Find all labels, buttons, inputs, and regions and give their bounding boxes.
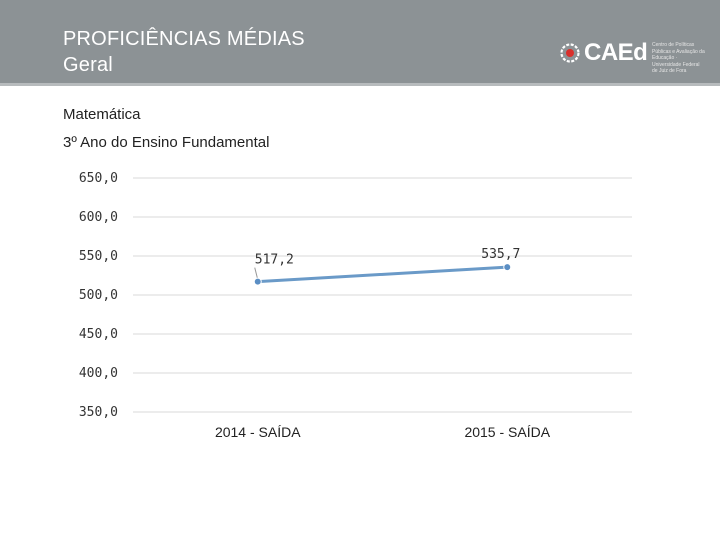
series-line xyxy=(256,265,509,284)
y-tick-label: 650,0 xyxy=(79,171,118,186)
data-label: 535,7 xyxy=(481,247,520,262)
y-tick-label: 500,0 xyxy=(79,288,118,303)
x-tick-label: 2014 - SAÍDA xyxy=(215,424,301,440)
y-tick-label: 550,0 xyxy=(79,249,118,264)
grade-label: 3º Ano do Ensino Fundamental xyxy=(63,134,270,151)
header-bar: PROFICIÊNCIAS MÉDIAS Geral CAEd Centro d… xyxy=(0,0,720,86)
logo-subtext: Centro de Políticas Públicas e Avaliação… xyxy=(652,42,705,74)
y-tick-label: 450,0 xyxy=(79,327,118,342)
line-chart: 650,0 600,0 550,0 500,0 450,0 400,0 350,0 2014 … xyxy=(79,171,632,440)
caed-logo-icon xyxy=(560,43,580,63)
data-point xyxy=(253,277,262,286)
page-title-line2: Geral xyxy=(63,54,113,76)
subject-label: Matemática xyxy=(63,106,141,123)
y-tick-label: 350,0 xyxy=(79,405,118,420)
data-label-leader xyxy=(254,267,259,280)
data-label: 517,2 xyxy=(255,253,294,268)
y-tick-label: 600,0 xyxy=(79,210,118,225)
data-point xyxy=(503,263,512,272)
logo-text: CAEd xyxy=(584,39,648,66)
page-title: PROFICIÊNCIAS MÉDIAS Geral xyxy=(63,26,305,78)
x-tick-label: 2015 - SAÍDA xyxy=(464,424,550,440)
caed-logo: CAEd Centro de Políticas Públicas e Aval… xyxy=(556,38,706,74)
page-title-line1: PROFICIÊNCIAS MÉDIAS xyxy=(63,28,305,50)
y-tick-label: 400,0 xyxy=(79,366,118,381)
